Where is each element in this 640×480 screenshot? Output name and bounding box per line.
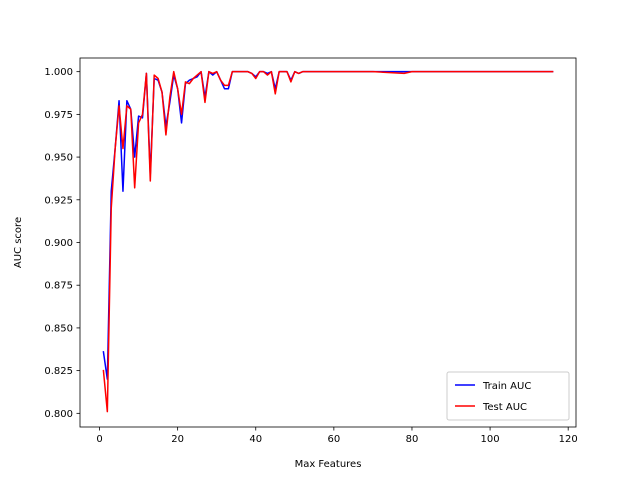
y-tick-label: 0.875 <box>44 281 73 292</box>
x-tick-label: 120 <box>559 434 578 445</box>
y-tick-label: 0.825 <box>44 366 73 377</box>
legend-label-train-auc: Train AUC <box>482 381 531 392</box>
x-tick-label: 40 <box>249 434 262 445</box>
legend-box <box>446 371 570 421</box>
x-axis: 0 20 40 60 80 100 120 <box>96 427 578 445</box>
y-tick-label: 0.950 <box>44 153 73 164</box>
plot-area <box>80 58 576 427</box>
series-layer <box>102 70 554 413</box>
x-tick-label: 0 <box>96 434 102 445</box>
y-tick-label: 1.000 <box>44 67 73 78</box>
y-tick-label: 0.975 <box>44 110 73 121</box>
y-tick-label: 0.850 <box>44 323 73 334</box>
legend-label-test-auc: Test AUC <box>482 402 527 413</box>
x-axis-label: Max Features <box>295 459 362 470</box>
y-axis: 0.800 0.825 0.850 0.875 0.900 0.925 0.950 0.975… <box>44 67 80 420</box>
y-tick-label: 0.925 <box>44 195 73 206</box>
x-tick-label: 80 <box>406 434 419 445</box>
y-axis-label: AUC score <box>13 217 24 268</box>
x-tick-label: 60 <box>327 434 340 445</box>
legend: Train AUC Test AUC <box>446 371 570 421</box>
y-tick-label: 0.900 <box>44 238 73 249</box>
x-tick-label: 100 <box>481 434 500 445</box>
x-tick-label: 20 <box>171 434 184 445</box>
series-line-test-auc <box>102 70 554 413</box>
y-tick-label: 0.800 <box>44 409 73 420</box>
